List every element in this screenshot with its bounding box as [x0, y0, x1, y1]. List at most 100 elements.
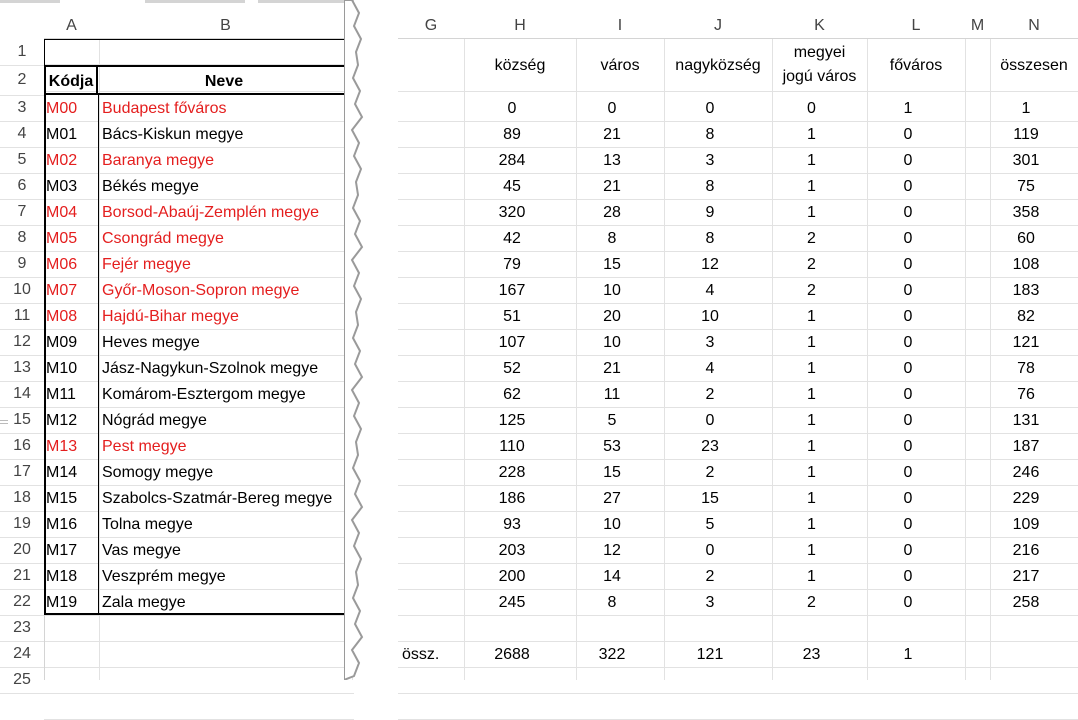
- value-cell-j[interactable]: 15: [701, 490, 719, 507]
- county-code-cell[interactable]: M05: [46, 230, 78, 247]
- value-cell-k[interactable]: 1: [807, 568, 816, 585]
- value-cell-n[interactable]: 76: [1017, 386, 1035, 403]
- value-cell-n[interactable]: 82: [1017, 308, 1035, 325]
- value-cell-h[interactable]: 125: [498, 412, 526, 429]
- county-name-cell[interactable]: Hajdú-Bihar megye: [102, 308, 239, 325]
- value-cell-j[interactable]: 8: [705, 230, 715, 247]
- value-cell-k[interactable]: 2: [807, 230, 816, 247]
- row-header-22[interactable]: 22: [0, 589, 44, 616]
- value-cell-i[interactable]: 10: [603, 282, 621, 299]
- row-header-2[interactable]: 2: [0, 65, 44, 96]
- county-code-cell[interactable]: M14: [46, 464, 78, 481]
- value-cell-l[interactable]: 0: [903, 490, 913, 507]
- value-cell-l[interactable]: 0: [903, 412, 913, 429]
- column-header-j[interactable]: J: [664, 14, 773, 39]
- value-cell-l[interactable]: 0: [903, 360, 913, 377]
- value-cell-i[interactable]: 53: [603, 438, 621, 455]
- county-code-cell[interactable]: M04: [46, 204, 78, 221]
- total-cell-k[interactable]: 23: [802, 646, 821, 663]
- value-cell-k[interactable]: 0: [807, 100, 816, 117]
- value-cell-n[interactable]: 246: [1012, 464, 1040, 481]
- county-name-cell[interactable]: Budapest főváros: [102, 100, 227, 117]
- value-cell-i[interactable]: 5: [607, 412, 617, 429]
- county-code-cell[interactable]: M10: [46, 360, 78, 377]
- county-name-cell[interactable]: Veszprém megye: [102, 568, 226, 585]
- row-header-4[interactable]: 4: [0, 121, 44, 148]
- value-cell-n[interactable]: 183: [1012, 282, 1040, 299]
- value-cell-n[interactable]: 109: [1012, 516, 1040, 533]
- value-cell-j[interactable]: 2: [705, 386, 715, 403]
- value-cell-h[interactable]: 51: [503, 308, 521, 325]
- county-name-cell[interactable]: Borsod-Abaúj-Zemplén megye: [102, 204, 319, 221]
- county-name-cell[interactable]: Somogy megye: [102, 464, 214, 481]
- county-code-cell[interactable]: M17: [46, 542, 78, 559]
- county-name-cell[interactable]: Győr-Moson-Sopron megye: [102, 282, 300, 299]
- county-name-cell[interactable]: Heves megye: [102, 334, 200, 351]
- row-header-15[interactable]: 15: [0, 407, 44, 434]
- total-cell-i[interactable]: 322: [598, 646, 626, 663]
- value-cell-n[interactable]: 60: [1017, 230, 1035, 247]
- value-cell-k[interactable]: 1: [807, 308, 816, 325]
- row-header-14[interactable]: 14: [0, 381, 44, 408]
- total-cell-j[interactable]: 121: [696, 646, 724, 663]
- value-cell-n[interactable]: 301: [1012, 152, 1040, 169]
- value-cell-h[interactable]: 42: [503, 230, 521, 247]
- value-cell-h[interactable]: 200: [498, 568, 526, 585]
- value-cell-h[interactable]: 167: [498, 282, 526, 299]
- value-cell-i[interactable]: 10: [603, 516, 621, 533]
- value-cell-l[interactable]: 0: [903, 126, 913, 143]
- row-header-16[interactable]: 16: [0, 433, 44, 460]
- row-header-10[interactable]: 10: [0, 277, 44, 304]
- value-cell-h[interactable]: 203: [498, 542, 526, 559]
- value-cell-n[interactable]: 131: [1012, 412, 1040, 429]
- row-header-13[interactable]: 13: [0, 355, 44, 382]
- value-cell-j[interactable]: 9: [705, 204, 715, 221]
- value-cell-n[interactable]: 78: [1017, 360, 1035, 377]
- county-name-cell[interactable]: Pest megye: [102, 438, 187, 455]
- value-cell-j[interactable]: 3: [705, 594, 715, 611]
- value-cell-l[interactable]: 0: [903, 334, 913, 351]
- row-header-19[interactable]: 19: [0, 511, 44, 538]
- total-cell-h[interactable]: 2688: [494, 646, 530, 663]
- row-header-21[interactable]: 21: [0, 563, 44, 590]
- value-cell-l[interactable]: 0: [903, 568, 913, 585]
- value-cell-j[interactable]: 0: [705, 412, 715, 429]
- county-code-cell[interactable]: M01: [46, 126, 78, 143]
- column-header-h[interactable]: H: [464, 14, 577, 39]
- column-header-a[interactable]: A: [44, 14, 100, 39]
- value-cell-i[interactable]: 8: [607, 594, 617, 611]
- county-name-cell[interactable]: Békés megye: [102, 178, 199, 195]
- value-cell-j[interactable]: 8: [705, 178, 715, 195]
- county-code-cell[interactable]: M19: [46, 594, 78, 611]
- value-cell-i[interactable]: 8: [607, 230, 617, 247]
- value-cell-l[interactable]: 0: [903, 282, 913, 299]
- value-cell-k[interactable]: 1: [807, 464, 816, 481]
- value-cell-l[interactable]: 0: [903, 438, 913, 455]
- value-cell-j[interactable]: 8: [705, 126, 715, 143]
- county-name-cell[interactable]: Szabolcs-Szatmár-Bereg megye: [102, 490, 333, 507]
- column-header-g[interactable]: G: [398, 14, 465, 39]
- county-name-cell[interactable]: Nógrád megye: [102, 412, 207, 429]
- value-cell-j[interactable]: 2: [705, 568, 715, 585]
- county-code-cell[interactable]: M08: [46, 308, 78, 325]
- value-cell-h[interactable]: 89: [503, 126, 521, 143]
- value-cell-n[interactable]: 217: [1012, 568, 1040, 585]
- total-cell-l[interactable]: 1: [903, 646, 913, 663]
- value-cell-h[interactable]: 93: [503, 516, 521, 533]
- value-cell-h[interactable]: 245: [498, 594, 526, 611]
- value-cell-h[interactable]: 79: [503, 256, 521, 273]
- value-cell-k[interactable]: 1: [807, 360, 816, 377]
- row-header-5[interactable]: 5: [0, 147, 44, 174]
- row-header-8[interactable]: 8: [0, 225, 44, 252]
- county-name-cell[interactable]: Komárom-Esztergom megye: [102, 386, 306, 403]
- row-header-3[interactable]: 3: [0, 95, 44, 122]
- value-cell-n[interactable]: 187: [1012, 438, 1040, 455]
- county-name-cell[interactable]: Tolna megye: [102, 516, 193, 533]
- value-cell-j[interactable]: 5: [705, 516, 715, 533]
- split-handle[interactable]: [0, 420, 8, 424]
- row-header-7[interactable]: 7: [0, 199, 44, 226]
- totals-label[interactable]: össz.: [402, 646, 440, 663]
- value-cell-k[interactable]: 1: [807, 334, 816, 351]
- value-cell-n[interactable]: 216: [1012, 542, 1040, 559]
- county-code-cell[interactable]: M16: [46, 516, 78, 533]
